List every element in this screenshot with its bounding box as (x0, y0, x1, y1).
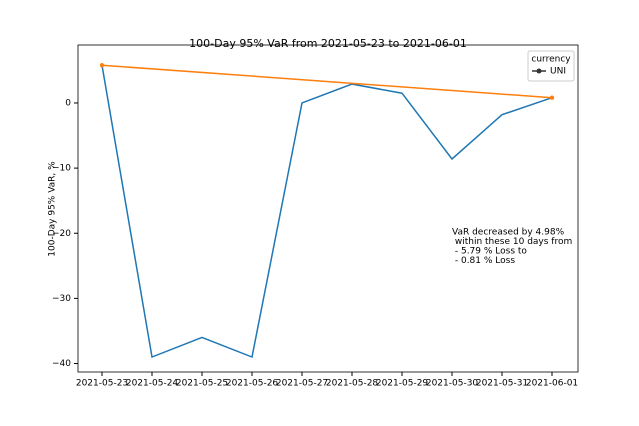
x-tick-label: 2021-05-29 (376, 379, 429, 389)
y-axis-label: 100-Day 95% VaR, % (48, 161, 58, 257)
x-tick-label: 2021-06-01 (526, 379, 578, 389)
y-tick-label: −30 (52, 294, 71, 304)
annotation: within these 10 days from (452, 237, 572, 247)
legend-marker (536, 68, 542, 74)
annotation: VaR decreased by 4.98% (452, 228, 565, 238)
annotation: - 0.81 % Loss (452, 256, 515, 266)
x-tick-label: 2021-05-27 (276, 379, 328, 389)
x-tick-label: 2021-05-23 (76, 379, 128, 389)
legend-label: UNI (550, 67, 566, 77)
series-line (101, 65, 553, 359)
y-tick-label: −40 (52, 359, 71, 369)
legend-box (527, 50, 575, 82)
trend-line (101, 64, 553, 99)
x-tick-label: 2021-05-31 (476, 379, 528, 389)
plot-frame (77, 44, 579, 373)
x-tick-label: 2021-05-25 (176, 379, 228, 389)
legend-title: currency (531, 55, 571, 65)
trend-point (549, 95, 555, 100)
y-tick-label: −20 (52, 229, 71, 239)
x-tick-label: 2021-05-24 (126, 379, 179, 389)
y-tick-label: −10 (52, 164, 71, 174)
annotation: - 5.79 % Loss to (452, 247, 527, 257)
x-tick-label: 2021-05-26 (226, 379, 279, 389)
x-tick-label: 2021-05-28 (326, 379, 379, 389)
y-tick-label: 0 (65, 98, 71, 108)
x-tick-label: 2021-05-30 (426, 379, 479, 389)
trend-point (99, 63, 105, 68)
chart-title: 100-Day 95% VaR from 2021-05-23 to 2021-… (189, 37, 467, 50)
